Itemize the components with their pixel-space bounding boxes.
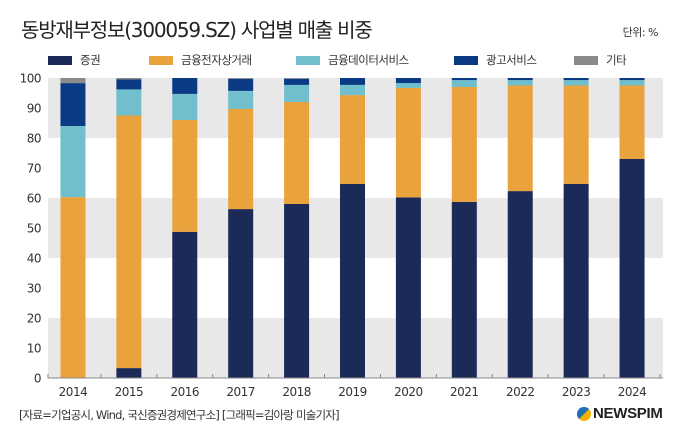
legend-swatch: [296, 55, 320, 65]
legend-item-advertising: 광고서비스: [454, 52, 537, 68]
bar-segment-2: [284, 84, 310, 102]
y-tick-label: 20: [27, 312, 41, 326]
bar-segment-4: [60, 78, 86, 84]
bar-segment-1: [116, 115, 142, 369]
bar-segment-0: [228, 209, 254, 378]
bar-segment-4: [284, 78, 310, 79]
newspim-logo-icon: [577, 406, 591, 421]
bar-segment-1: [451, 87, 477, 202]
legend-label: 금융전자상거래: [181, 53, 252, 67]
bar-segment-1: [507, 85, 533, 192]
legend-label: 금융데이터서비스: [328, 53, 409, 67]
y-tick-label: 100: [20, 72, 41, 86]
x-tick-label: 2023: [562, 385, 591, 399]
x-tick-label: 2021: [450, 385, 479, 399]
bar-segment-3: [284, 78, 310, 85]
bar-segment-3: [116, 79, 142, 90]
x-tick-label: 2019: [338, 385, 367, 399]
bar-segment-4: [116, 78, 142, 80]
bar-segment-2: [116, 89, 142, 116]
bar-segment-2: [60, 126, 86, 198]
bar-segment-3: [395, 78, 421, 84]
source-note: [자료=기업공시, Wind, 국신증권경제연구소] [그래픽=김아랑 미술기자…: [19, 408, 340, 422]
bar-segment-2: [172, 93, 198, 120]
x-tick-label: 2017: [226, 385, 255, 399]
legend-label: 증권: [80, 53, 101, 67]
bar-segment-2: [507, 80, 533, 86]
bar-segment-1: [172, 120, 198, 232]
legend-item-securities: 증권: [48, 52, 101, 68]
x-tick-label: 2016: [170, 385, 199, 399]
bar-segment-3: [172, 78, 198, 94]
x-tick-label: 2014: [59, 385, 88, 399]
bar-segment-2: [451, 80, 477, 87]
bar-segment-4: [228, 78, 254, 79]
legend-item-other: 기타: [574, 52, 627, 68]
bar-segment-3: [507, 78, 533, 81]
bar-segment-2: [619, 80, 645, 86]
bar-segment-1: [284, 102, 310, 204]
legend-item-ecommerce: 금융전자상거래: [149, 52, 252, 68]
bar-segment-2: [563, 80, 589, 86]
bar-segment-0: [563, 183, 589, 378]
y-tick-label: 30: [27, 282, 41, 296]
bar-segment-0: [451, 201, 477, 378]
bar-segment-2: [228, 90, 254, 109]
bar-segment-3: [60, 83, 86, 126]
x-tick-label: 2020: [394, 385, 423, 399]
bar-segment-1: [395, 87, 421, 198]
bar-segment-1: [228, 108, 254, 210]
legend: 증권 금융전자상거래 금융데이터서비스 광고서비스 기타: [0, 49, 680, 71]
bar-segment-0: [619, 159, 645, 378]
y-tick-label: 60: [27, 192, 41, 206]
bar-segment-3: [451, 78, 477, 81]
bar-segment-3: [228, 78, 254, 91]
newspim-logo: NEWSPIM: [577, 405, 663, 422]
bar-segment-1: [60, 197, 86, 378]
chart-title: 동방재부정보(300059.SZ) 사업별 매출 비중: [21, 18, 373, 42]
bar-segment-3: [619, 78, 645, 81]
bar-segment-1: [340, 95, 365, 184]
bar-segment-0: [172, 231, 198, 378]
y-tick-label: 70: [27, 162, 41, 176]
unit-label: 단위: %: [622, 26, 659, 39]
y-tick-label: 40: [27, 252, 41, 266]
y-tick-label: 90: [27, 102, 41, 116]
x-tick-label: 2015: [115, 385, 144, 399]
bar-segment-0: [395, 197, 421, 378]
bar-segment-1: [563, 85, 589, 184]
x-tick-label: 2024: [618, 385, 647, 399]
legend-swatch: [149, 55, 173, 65]
x-tick-label: 2018: [282, 385, 311, 399]
bar-segment-0: [340, 183, 365, 378]
bar-segment-0: [284, 204, 310, 378]
legend-swatch: [574, 55, 598, 65]
bar-segment-3: [340, 78, 365, 85]
bar-segment-3: [563, 78, 589, 81]
x-tick-label: 2022: [506, 385, 535, 399]
bar-segment-1: [619, 85, 645, 159]
bar-segment-2: [340, 84, 365, 96]
logo-text: NEWSPIM: [593, 405, 663, 422]
legend-label: 광고서비스: [486, 53, 537, 67]
legend-item-data-service: 금융데이터서비스: [296, 52, 409, 68]
bar-segment-0: [507, 191, 533, 378]
bar-segment-0: [116, 368, 142, 378]
y-tick-label: 50: [27, 222, 41, 236]
legend-swatch: [48, 55, 72, 65]
legend-label: 기타: [606, 53, 627, 67]
legend-swatch: [454, 55, 478, 65]
y-tick-label: 0: [34, 372, 41, 386]
y-tick-label: 10: [27, 342, 41, 356]
bar-segment-2: [395, 83, 421, 88]
y-tick-label: 80: [27, 132, 41, 146]
